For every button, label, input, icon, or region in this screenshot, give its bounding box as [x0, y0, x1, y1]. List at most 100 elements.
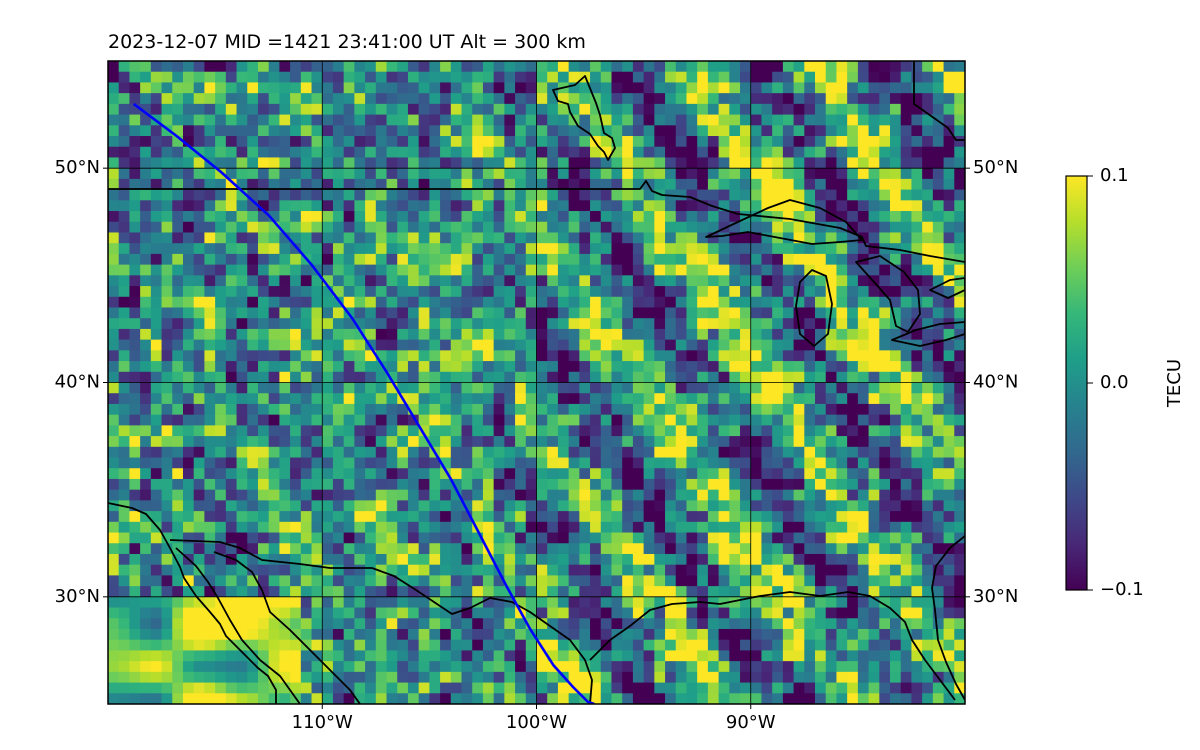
field-cell — [922, 350, 934, 362]
field-cell — [343, 114, 355, 126]
field-cell — [879, 468, 891, 480]
field-cell — [129, 543, 141, 555]
field-cell — [407, 586, 420, 598]
field-cell — [579, 232, 591, 244]
field-cell — [557, 221, 570, 234]
field-cell — [611, 296, 623, 309]
field-cell — [557, 489, 570, 501]
field-cell — [279, 425, 291, 437]
field-cell — [600, 296, 613, 309]
field-cell — [215, 157, 227, 169]
field-cell — [954, 532, 965, 544]
field-cell — [654, 511, 666, 523]
field-cell — [622, 361, 634, 373]
field-cell — [472, 146, 484, 159]
field-cell — [804, 318, 816, 330]
field-cell — [440, 618, 452, 630]
field-cell — [472, 243, 484, 255]
field-cell — [172, 103, 184, 116]
field-cell — [707, 671, 720, 684]
field-cell — [675, 211, 688, 223]
field-cell — [707, 307, 720, 319]
field-cell — [547, 511, 559, 523]
field-cell — [461, 189, 473, 201]
field-cell — [525, 650, 538, 662]
field-cell — [204, 489, 216, 501]
field-cell — [515, 693, 527, 704]
field-cell — [868, 414, 880, 426]
field-cell — [525, 286, 538, 298]
field-cell — [600, 157, 613, 169]
field-cell — [750, 425, 763, 437]
field-cell — [332, 468, 345, 480]
field-cell — [590, 178, 602, 191]
field-cell — [311, 575, 323, 587]
field-cell — [140, 478, 152, 491]
field-cell — [525, 628, 538, 641]
field-cell — [900, 350, 913, 362]
field-cell — [215, 671, 227, 684]
field-cell — [590, 596, 602, 609]
field-cell — [750, 221, 763, 234]
field-cell — [632, 403, 645, 416]
field-cell — [354, 436, 366, 448]
field-cell — [215, 446, 227, 459]
field-cell — [782, 318, 795, 330]
field-cell — [600, 125, 613, 137]
field-cell — [247, 553, 259, 566]
field-cell — [482, 157, 495, 169]
field-cell — [590, 575, 602, 587]
field-cell — [515, 586, 527, 598]
field-cell — [815, 125, 827, 137]
field-cell — [429, 61, 441, 73]
field-cell — [825, 178, 838, 191]
field-cell — [761, 575, 773, 587]
field-cell — [697, 532, 709, 544]
field-cell — [900, 575, 913, 587]
field-cell — [643, 403, 655, 416]
field-cell — [568, 125, 580, 137]
field-cell — [600, 596, 613, 609]
field-cell — [536, 114, 548, 126]
field-cell — [429, 178, 441, 191]
field-cell — [504, 286, 516, 298]
field-cell — [215, 243, 227, 255]
field-cell — [182, 232, 195, 244]
field-cell — [697, 628, 709, 641]
field-cell — [290, 511, 302, 523]
field-cell — [600, 275, 613, 287]
field-cell — [247, 114, 259, 126]
field-cell — [172, 425, 184, 437]
field-cell — [932, 211, 945, 223]
field-cell — [557, 382, 570, 394]
field-cell — [386, 82, 398, 94]
field-cell — [225, 468, 238, 480]
field-cell — [172, 125, 184, 137]
field-cell — [407, 93, 420, 105]
field-cell — [407, 178, 420, 191]
field-cell — [225, 361, 238, 373]
field-cell — [825, 82, 838, 94]
field-cell — [943, 136, 955, 148]
field-cell — [204, 596, 216, 609]
field-cell — [825, 157, 838, 169]
field-cell — [611, 425, 623, 437]
field-cell — [836, 382, 848, 394]
field-cell — [847, 189, 859, 201]
field-cell — [793, 136, 805, 148]
field-cell — [225, 371, 238, 384]
field-cell — [772, 168, 784, 180]
field-cell — [161, 671, 173, 684]
field-cell — [815, 82, 827, 94]
field-cell — [225, 221, 238, 234]
field-cell — [761, 489, 773, 501]
field-cell — [879, 661, 891, 673]
field-cell — [707, 178, 720, 191]
field-cell — [493, 414, 505, 426]
field-cell — [643, 500, 655, 512]
field-cell — [247, 178, 259, 191]
field-cell — [279, 511, 291, 523]
field-cell — [472, 671, 484, 684]
field-cell — [343, 189, 355, 201]
field-cell — [611, 618, 623, 630]
